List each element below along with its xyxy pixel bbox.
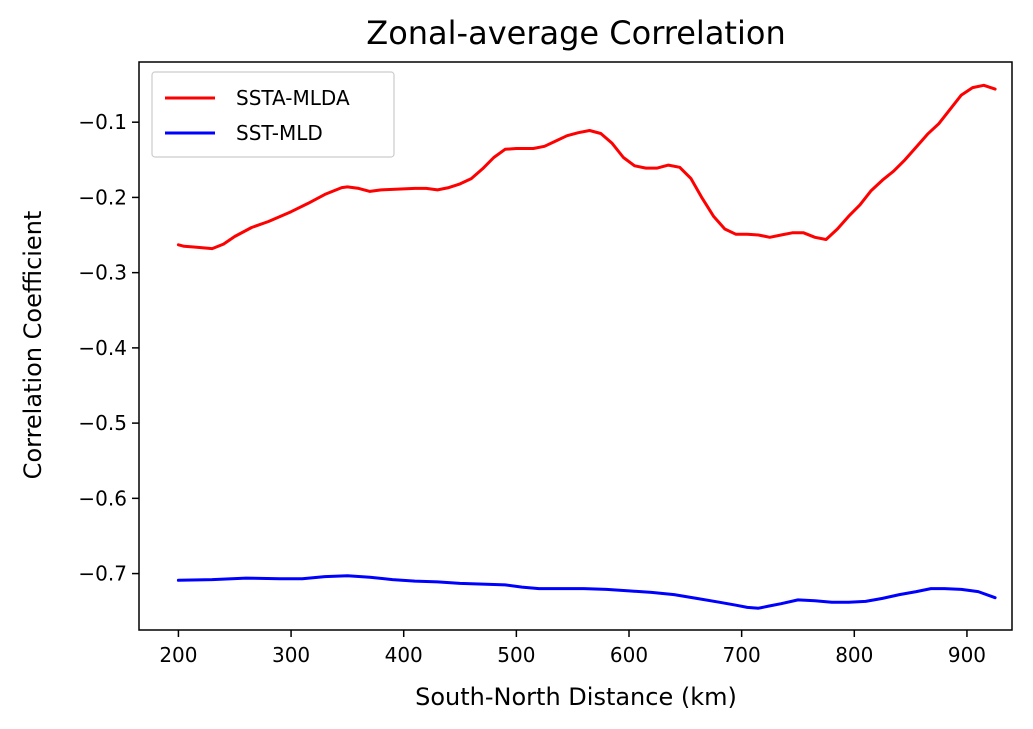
- legend: SSTA-MLDA SST-MLD: [151, 71, 395, 158]
- x-tick-label: 400: [385, 643, 423, 667]
- y-tick-label: −0.1: [78, 110, 127, 134]
- x-tick-label: 900: [948, 643, 986, 667]
- y-tick-label: −0.3: [78, 261, 127, 285]
- x-tick-label: 200: [159, 643, 197, 667]
- x-axis-title: South-North Distance (km): [415, 683, 737, 711]
- y-tick-label: −0.6: [78, 486, 127, 510]
- axes-layer: 200 300 400 500 600 700 800 900 −0.7 −0.6 −0.5 −0.4…: [78, 61, 1013, 667]
- x-tick-label: 700: [723, 643, 761, 667]
- x-tick-label: 500: [497, 643, 535, 667]
- x-tick-label: 600: [610, 643, 648, 667]
- legend-box: [151, 71, 395, 158]
- y-tick-label: −0.5: [78, 411, 127, 435]
- series-line-2: [176, 574, 997, 610]
- legend-label: SST-MLD: [236, 121, 323, 145]
- y-tick-label: −0.2: [78, 185, 127, 209]
- y-axis-title: Correlation Coefficient: [19, 211, 47, 480]
- y-tick-label: −0.4: [78, 336, 127, 360]
- series-layer: [176, 83, 997, 610]
- series-line-1: [176, 83, 997, 251]
- axes-frame: [138, 61, 1013, 631]
- x-tick-label: 300: [272, 643, 310, 667]
- x-tick-label: 800: [835, 643, 873, 667]
- legend-label: SSTA-MLDA: [236, 86, 350, 110]
- y-tick-label: −0.7: [78, 562, 127, 586]
- chart-title: Zonal-average Correlation: [366, 14, 785, 52]
